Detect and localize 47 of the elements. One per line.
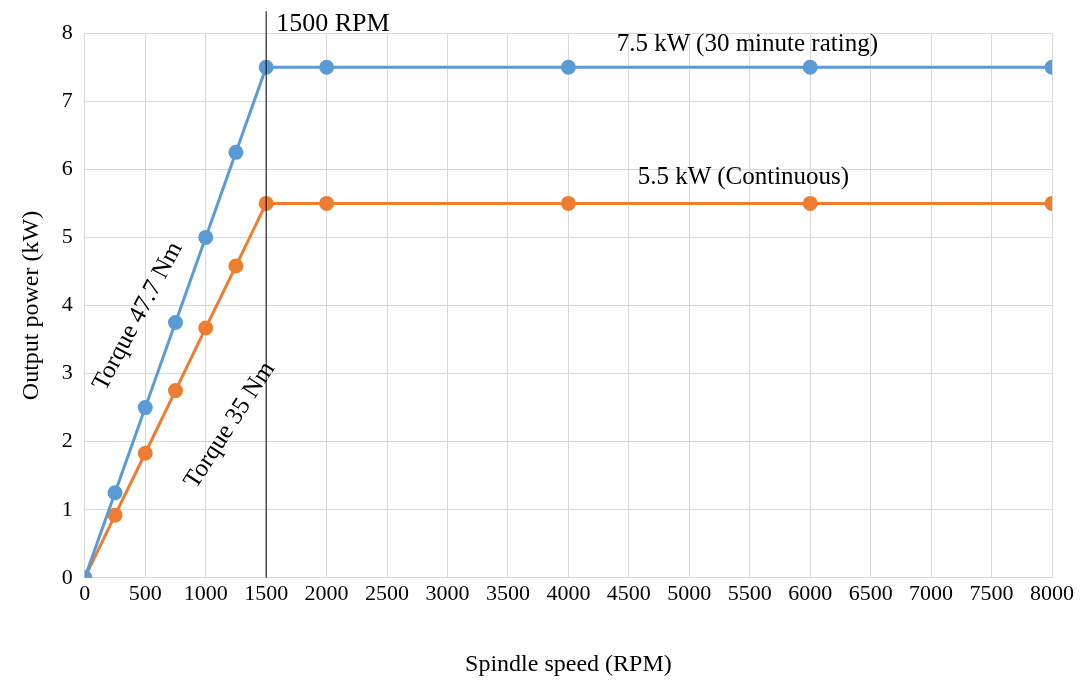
x-tick-label: 3000 <box>425 579 470 605</box>
x-tick-label: 1000 <box>183 579 228 605</box>
point <box>137 445 153 461</box>
point <box>167 383 183 399</box>
x-tick-label: 8000 <box>1030 579 1074 605</box>
x-tick-label: 3500 <box>485 579 530 605</box>
point <box>198 229 214 245</box>
ref-line-label: 1500 RPM <box>276 8 390 38</box>
y-tick-label: 1 <box>61 495 73 521</box>
y-axis-title: Output power (kW) <box>16 210 43 401</box>
y-tick-label: 4 <box>61 291 73 317</box>
point <box>107 507 123 523</box>
y-tick-label: 3 <box>61 359 73 385</box>
y-tick-label: 7 <box>61 87 73 113</box>
x-tick-label: 4000 <box>546 579 591 605</box>
point <box>198 320 214 336</box>
y-tick-label: 5 <box>61 223 73 249</box>
annotation: 5.5 kW (Continuous) <box>637 162 850 191</box>
point <box>802 59 818 75</box>
x-tick-label: 5000 <box>667 579 712 605</box>
x-tick-label: 7500 <box>969 579 1014 605</box>
x-axis-title: Spindle speed (RPM) <box>465 649 672 676</box>
x-tick-label: 1500 <box>244 579 289 605</box>
x-tick-label: 6500 <box>848 579 893 605</box>
point <box>319 195 335 211</box>
point <box>319 59 335 75</box>
x-tick-label: 5500 <box>727 579 772 605</box>
x-tick-label: 0 <box>79 579 91 605</box>
x-tick-label: 500 <box>128 579 162 605</box>
y-tick-label: 0 <box>61 563 73 589</box>
point <box>228 258 244 274</box>
x-tick-label: 6000 <box>788 579 833 605</box>
x-tick-label: 2500 <box>365 579 410 605</box>
x-tick-label: 2000 <box>304 579 349 605</box>
x-tick-label: 4500 <box>606 579 651 605</box>
annotation: 7.5 kW (30 minute rating) <box>616 28 878 57</box>
point <box>560 195 576 211</box>
x-tick-label: 7000 <box>909 579 954 605</box>
point <box>137 400 153 416</box>
point <box>228 144 244 160</box>
y-tick-label: 2 <box>61 427 73 453</box>
point <box>107 485 123 501</box>
point <box>802 195 818 211</box>
y-tick-label: 8 <box>61 18 73 44</box>
y-tick-label: 6 <box>61 155 73 181</box>
point <box>560 59 576 75</box>
point <box>167 315 183 331</box>
